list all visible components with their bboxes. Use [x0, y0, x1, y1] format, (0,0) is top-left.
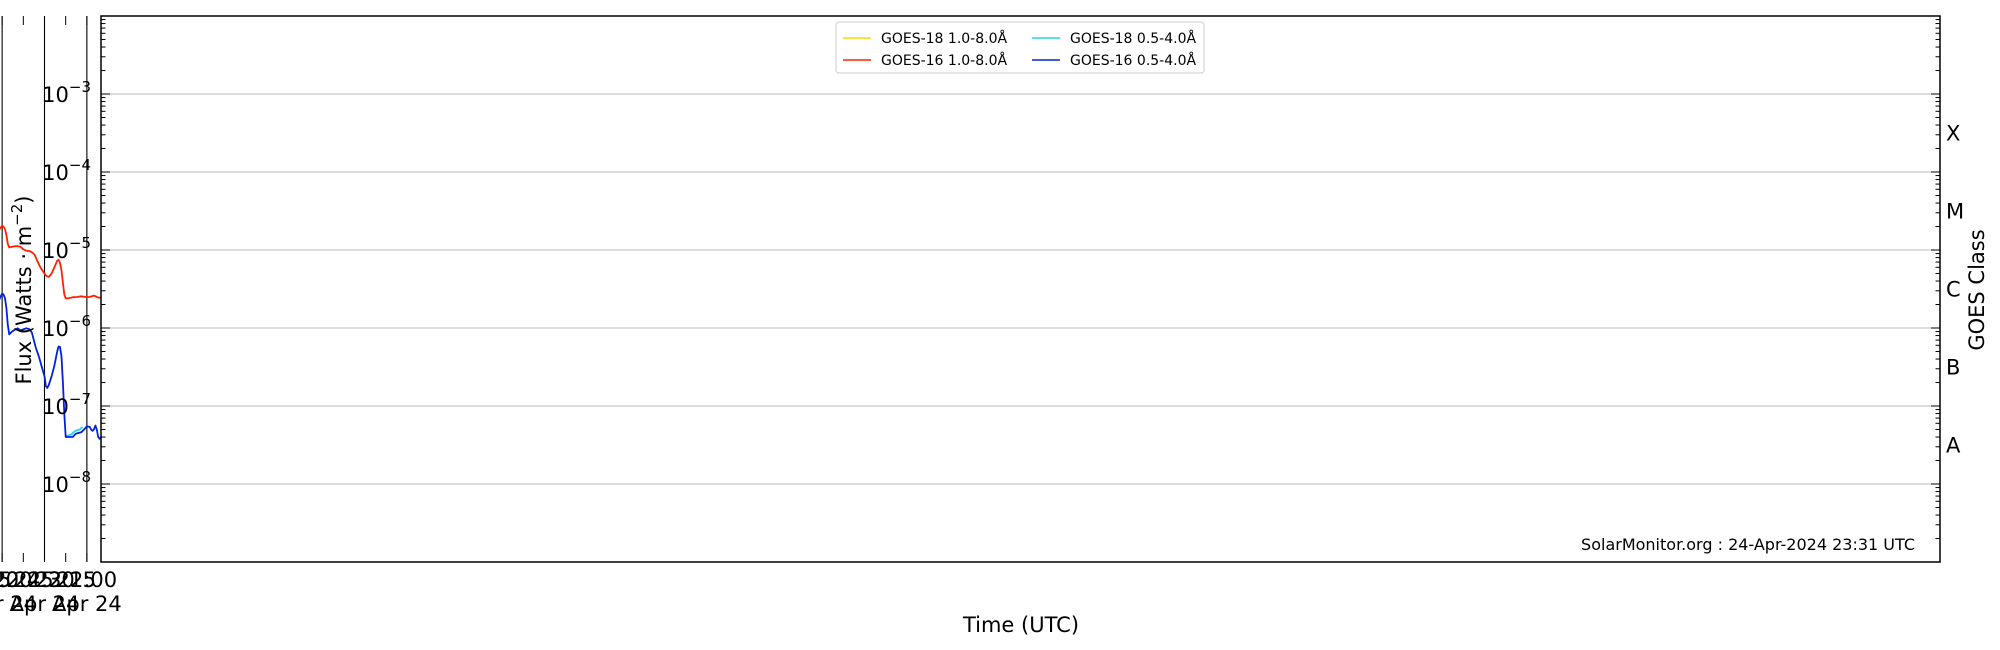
- plot-frame: [100, 15, 1941, 563]
- goes-class-label: M: [1946, 200, 1964, 224]
- watermark-text: SolarMonitor.org : 24-Apr-2024 23:31 UTC: [1581, 535, 1915, 554]
- x-tick-label: 22:45: [0, 568, 54, 592]
- series-lines: [0, 224, 102, 440]
- y-tick-labels: 10−8 10−7 10−6 10−5 10−4 10−3: [42, 78, 91, 497]
- x-tick-date-label: Apr 24: [52, 592, 122, 616]
- x-tick-label: 22:30: [14, 568, 75, 592]
- x-tick-date-label: Apr 24: [0, 592, 37, 616]
- x-tick-date-label: Apr 24: [10, 592, 80, 616]
- x-tick-label: 23:00: [0, 568, 32, 592]
- x-tick-label: 22:00: [57, 568, 118, 592]
- legend-box: [835, 21, 1205, 74]
- y-tick-label: 10−4: [42, 156, 91, 185]
- legend-label: GOES-18 0.5-4.0Å: [1070, 30, 1196, 47]
- y-tick-label: 10−7: [42, 390, 91, 419]
- legend-label: GOES-18 1.0-8.0Å: [881, 30, 1007, 47]
- legend-label: GOES-16 1.0-8.0Å: [881, 52, 1007, 69]
- x-tick-label: 22:15: [35, 568, 96, 592]
- y-axis-title: Flux (Watts · m−2): [8, 195, 36, 384]
- y-tick-label: 10−6: [42, 312, 91, 341]
- grid-lines: [101, 93, 1940, 485]
- goes-class-label: A: [1946, 434, 1961, 458]
- legend: GOES-18 1.0-8.0Å GOES-18 0.5-4.0Å GOES-16 …: [835, 21, 1205, 74]
- x-tick-label: 23:15: [0, 568, 11, 592]
- goes-class-label: C: [1946, 278, 1961, 302]
- series-line: [65, 426, 84, 438]
- x-axis-title: Time (UTC): [962, 613, 1079, 637]
- series-line: [0, 224, 101, 300]
- legend-label: GOES-16 0.5-4.0Å: [1070, 52, 1196, 69]
- axis-ticks: [1, 16, 1940, 563]
- goes-class-label: X: [1946, 122, 1960, 146]
- y-tick-label: 10−3: [42, 78, 91, 107]
- goes-class-labels: A B C M X: [1946, 122, 1964, 458]
- y-tick-label: 10−8: [42, 468, 91, 497]
- goes-class-label: B: [1946, 356, 1960, 380]
- y-tick-label: 10−5: [42, 234, 91, 263]
- series-line: [0, 292, 102, 440]
- day-boundary-lines: [1, 16, 88, 562]
- y2-axis-title: GOES Class: [1965, 229, 1989, 350]
